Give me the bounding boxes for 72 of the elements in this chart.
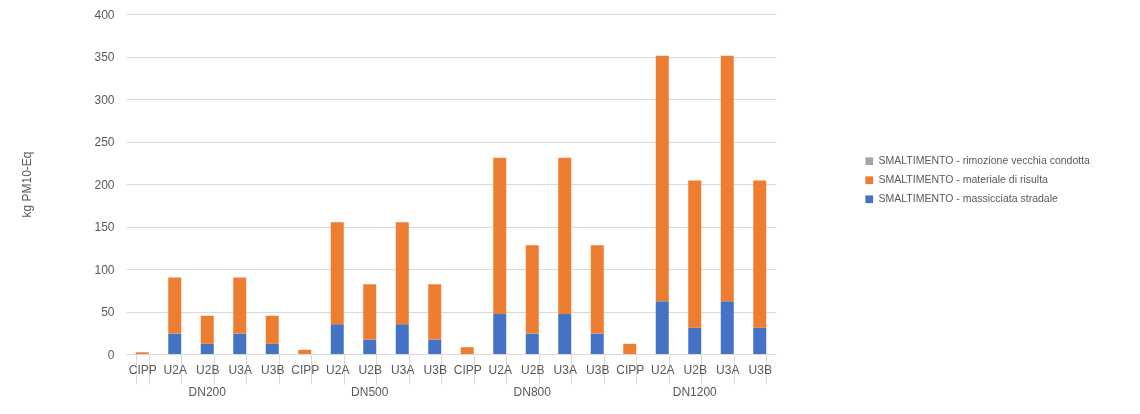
bar (688, 180, 702, 328)
bar (395, 222, 409, 325)
x-tick-label: CIPP (616, 362, 645, 377)
bar (590, 333, 604, 354)
bar (233, 333, 247, 354)
bar (493, 314, 507, 354)
bar (330, 324, 344, 354)
x-tick-label: U3B (748, 362, 772, 377)
bar (265, 343, 279, 354)
bar (720, 55, 734, 302)
x-tick-label: CIPP (291, 362, 320, 377)
y-axis-title: kg PM10-Eq (20, 151, 35, 218)
bar (525, 245, 539, 334)
bar (330, 222, 344, 325)
x-tick-label: CIPP (128, 362, 157, 377)
y-tick-label: 250 (94, 135, 115, 149)
bar (168, 277, 182, 334)
x-tick-label: U3A (228, 362, 252, 377)
bar (558, 314, 572, 354)
x-tick-label: U3A (391, 362, 415, 377)
x-tick-label: U2B (521, 362, 545, 377)
y-tick-label: 50 (101, 305, 115, 319)
bar (395, 324, 409, 354)
x-tick-label: U3A (716, 362, 740, 377)
x-tick-label: U2A (651, 362, 675, 377)
text: DN200 (188, 385, 227, 399)
x-tick-label: U3A (553, 362, 577, 377)
x-tick-label: U2B (358, 362, 382, 377)
bar (655, 301, 669, 354)
x-tick-label: U2B (683, 362, 707, 377)
x-tick-label: CIPP (453, 362, 482, 377)
bar (460, 347, 474, 354)
text: DN1200 (672, 385, 718, 399)
bar (720, 301, 734, 354)
bar (688, 327, 702, 354)
bar (493, 157, 507, 315)
bar (233, 277, 247, 334)
bar (753, 327, 767, 354)
x-tick-label: U3B (261, 362, 285, 377)
bar (363, 339, 377, 354)
bar (525, 333, 539, 354)
legend-label: SMALTIMENTO - rimozione vecchia condotta (878, 154, 1091, 167)
y-tick-label: 350 (94, 50, 115, 64)
bar (428, 284, 442, 340)
y-tick-label: 150 (94, 220, 115, 234)
x-tick-label: U2A (326, 362, 350, 377)
bar (168, 333, 182, 354)
bar (200, 343, 214, 354)
legend-label: SMALTIMENTO - materiale di risulta (878, 173, 1049, 186)
bar (265, 315, 279, 344)
legend-label: SMALTIMENTO - massicciata stradale (878, 192, 1058, 205)
bar (623, 343, 637, 354)
x-tick-label: U3B (586, 362, 610, 377)
x-tick-label: U3B (423, 362, 447, 377)
text: DN500 (351, 385, 389, 399)
y-tick-label: 0 (107, 347, 115, 362)
x-tick-label: U2A (163, 362, 187, 377)
y-tick-label: 400 (94, 7, 115, 22)
x-tick-label: U2B (196, 362, 220, 377)
y-tick-label: 300 (94, 92, 115, 107)
x-tick-label: U2A (488, 362, 512, 377)
bar (590, 245, 604, 334)
bar (753, 180, 767, 328)
bar (558, 157, 572, 315)
y-tick-label: 100 (94, 262, 115, 277)
bar (428, 339, 442, 354)
bar (655, 55, 669, 302)
bar (298, 349, 312, 354)
bar (200, 315, 214, 344)
bar (363, 284, 377, 340)
y-tick-label: 200 (94, 177, 115, 192)
text: DN800 (513, 385, 552, 399)
